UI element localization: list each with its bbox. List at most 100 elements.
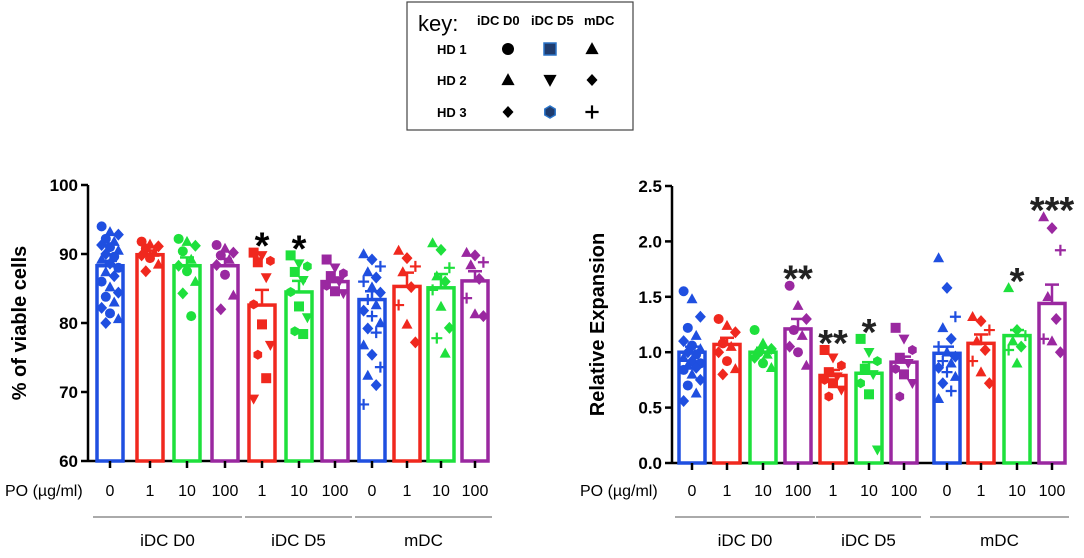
- bar: [392, 284, 422, 463]
- dose-label: 100: [212, 483, 239, 500]
- bar-idc-d5-10: [284, 250, 314, 463]
- data-point: [427, 237, 439, 248]
- data-point: [1038, 211, 1050, 222]
- data-point: [1015, 340, 1027, 353]
- dose-label: 100: [891, 483, 918, 500]
- data-point: [409, 260, 421, 272]
- data-point: [784, 280, 795, 291]
- data-point: [374, 286, 386, 299]
- data-point: [937, 355, 949, 367]
- data-point: [793, 347, 803, 358]
- bar-idc-d0-10: [172, 233, 202, 463]
- data-point: [294, 301, 304, 312]
- bar-mdc-0: [932, 252, 962, 465]
- x-axis-label: PO (µg/ml): [5, 483, 83, 500]
- y-tick-label: 2.0: [638, 232, 662, 251]
- data-point: [983, 324, 995, 336]
- group-label: mDC: [404, 531, 443, 550]
- data-point: [859, 363, 870, 374]
- significance-marker: ***: [1030, 190, 1075, 232]
- data-point: [358, 248, 370, 259]
- bar: [320, 279, 350, 463]
- data-point: [370, 327, 382, 339]
- data-point: [941, 346, 953, 357]
- data-point: [333, 277, 345, 288]
- bar-mdc-1: [392, 244, 422, 463]
- data-point: [113, 262, 124, 273]
- bar-idc-d0-0: [95, 221, 125, 463]
- data-point: [112, 228, 124, 241]
- data-point: [215, 303, 227, 316]
- dose-label: 1: [829, 483, 838, 500]
- data-point: [902, 359, 914, 370]
- y-tick-label: 2.5: [638, 177, 662, 196]
- data-point: [949, 370, 961, 381]
- data-point: [108, 296, 120, 307]
- data-point: [856, 378, 865, 389]
- bar: [426, 286, 456, 463]
- data-point: [185, 253, 197, 264]
- group-label: iDC D5: [271, 531, 326, 550]
- data-point: [1011, 357, 1023, 368]
- y-tick-label: 100: [50, 176, 78, 195]
- data-point: [690, 329, 702, 340]
- data-point: [427, 284, 439, 296]
- data-point: [891, 363, 900, 374]
- dose-label: 1: [146, 483, 155, 500]
- data-point: [186, 311, 197, 322]
- data-point: [152, 240, 164, 253]
- data-point: [1050, 312, 1062, 325]
- y-tick-label: 70: [59, 383, 78, 402]
- data-point: [469, 249, 481, 262]
- data-point: [220, 269, 230, 280]
- dose-label: 0: [688, 483, 697, 500]
- data-point: [330, 286, 340, 297]
- data-point: [393, 244, 405, 255]
- data-point: [678, 351, 690, 362]
- data-point: [835, 385, 847, 396]
- bar-idc-d5-100: [889, 322, 919, 465]
- data-point: [788, 325, 799, 336]
- bar: [135, 252, 165, 463]
- key-plus-icon: [585, 105, 599, 119]
- data-point: [941, 281, 953, 294]
- data-point: [461, 292, 473, 304]
- dose-label: 10: [860, 483, 878, 500]
- group-label: iDC D0: [718, 531, 773, 550]
- data-point: [303, 261, 312, 272]
- y-tick-label: 1.5: [638, 288, 662, 307]
- data-point: [967, 310, 979, 321]
- key-title: key:: [418, 11, 458, 36]
- data-point: [211, 259, 223, 272]
- data-point: [337, 289, 349, 300]
- data-point: [439, 275, 451, 288]
- data-point: [260, 273, 272, 284]
- dose-label: 0: [106, 483, 115, 500]
- data-point: [96, 253, 108, 264]
- data-point: [105, 308, 115, 319]
- data-point: [967, 355, 979, 367]
- data-point: [717, 338, 728, 349]
- data-point: [181, 235, 193, 246]
- data-point: [362, 294, 374, 306]
- data-point: [757, 337, 769, 348]
- dose-label: 100: [1039, 483, 1066, 500]
- data-point: [252, 257, 263, 268]
- relative-expansion-chart: Relative Expansion 0.0 0.5 1.0 1.5 2.0 2.5 PO (…: [580, 177, 1074, 550]
- data-point: [211, 240, 222, 251]
- dose-label: 1: [723, 483, 732, 500]
- data-point: [374, 317, 386, 328]
- bar-mdc-0: [357, 248, 387, 463]
- key-row-hd1: HD 1: [437, 42, 467, 57]
- dose-label: 10: [178, 483, 196, 500]
- data-point: [682, 322, 693, 333]
- key-legend: key: iDC D0 iDC D5 mDC HD 1 HD 2 HD 3: [406, 1, 634, 131]
- data-point: [749, 325, 760, 336]
- data-point: [177, 287, 189, 300]
- data-point: [435, 300, 447, 311]
- data-point: [937, 322, 949, 333]
- data-point: [1046, 335, 1058, 346]
- data-point: [717, 368, 729, 381]
- data-point: [219, 242, 231, 253]
